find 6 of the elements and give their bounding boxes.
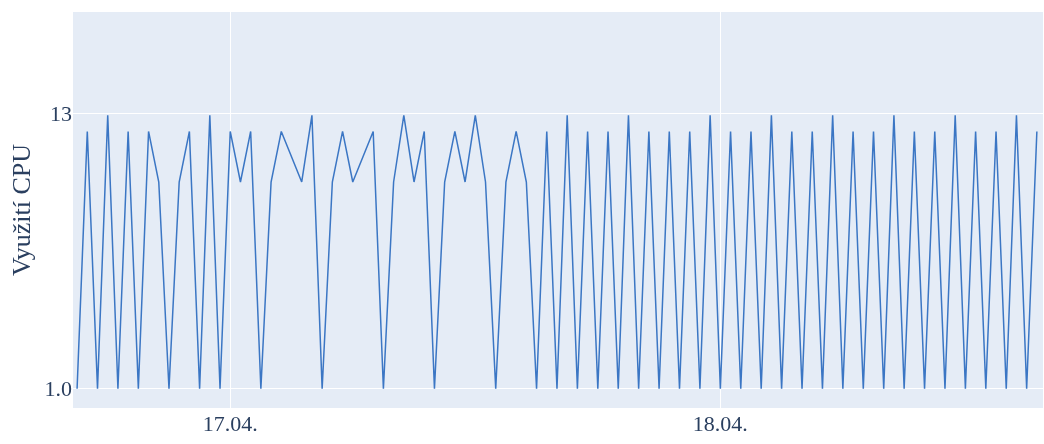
x-tick-label: 18.04. [692,411,748,436]
y-tick-label: 1.0 [44,376,72,402]
y-tick-label: 13 [50,100,72,126]
x-tick-label: 17.04. [202,411,258,436]
line-series [76,114,1038,390]
y-axis-title: Využití CPU [6,143,36,277]
